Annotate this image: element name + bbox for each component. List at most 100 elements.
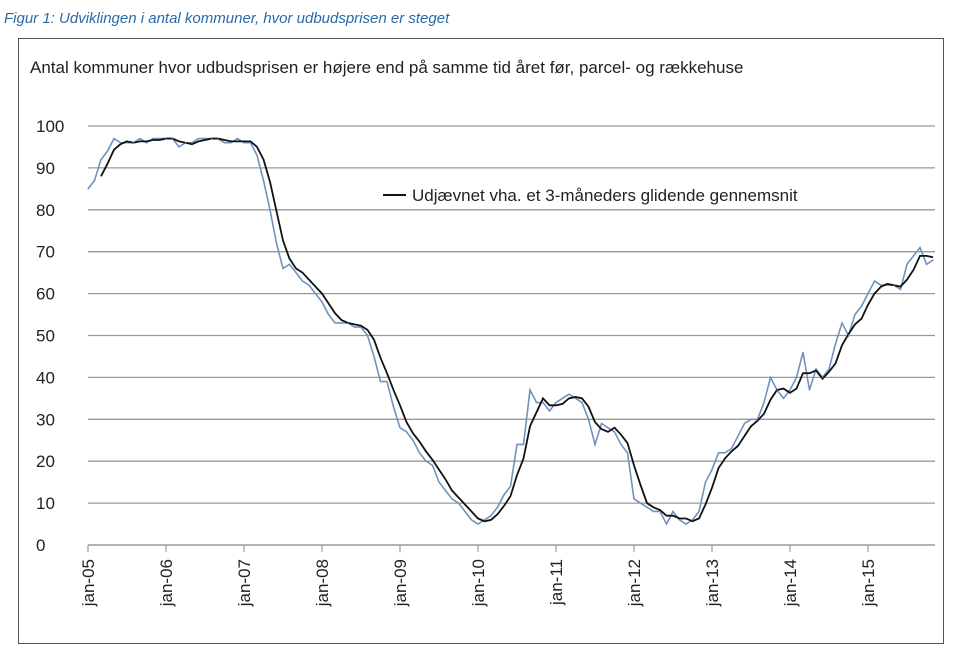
data-point xyxy=(171,137,174,140)
chart-title: Antal kommuner hvor udbudsprisen er høje… xyxy=(30,58,744,77)
data-point xyxy=(691,519,694,521)
data-point xyxy=(366,334,369,337)
data-point xyxy=(724,452,726,454)
y-tick-label: 10 xyxy=(36,494,55,513)
data-point xyxy=(243,142,245,144)
data-point xyxy=(704,481,707,483)
data-point xyxy=(834,343,837,345)
x-tick-label: jan-10 xyxy=(469,559,488,607)
data-point xyxy=(633,498,635,500)
data-point xyxy=(626,452,629,454)
x-tick-label: jan-08 xyxy=(313,559,332,607)
data-point xyxy=(256,154,258,156)
data-point xyxy=(184,142,187,144)
data-point xyxy=(295,272,297,274)
data-point xyxy=(607,427,609,429)
data-point xyxy=(496,506,499,508)
data-point xyxy=(568,393,570,395)
data-point xyxy=(191,142,193,144)
data-point xyxy=(574,397,577,399)
data-point xyxy=(847,334,850,337)
y-tick-label: 100 xyxy=(36,117,64,136)
y-tick-label: 30 xyxy=(36,410,55,429)
data-point xyxy=(197,137,200,140)
data-point xyxy=(860,305,863,307)
data-point xyxy=(750,418,752,420)
data-point xyxy=(386,380,388,383)
x-tick-label: jan-07 xyxy=(235,559,254,607)
data-point xyxy=(665,523,668,525)
data-point xyxy=(535,401,538,404)
data-point xyxy=(587,418,590,420)
data-point xyxy=(854,313,856,316)
x-tick-label: jan-12 xyxy=(625,559,644,607)
data-point xyxy=(87,188,89,190)
data-point xyxy=(93,179,96,182)
data-point xyxy=(711,468,713,471)
data-point xyxy=(763,401,765,404)
data-point xyxy=(672,510,674,513)
data-point xyxy=(925,263,928,265)
data-point xyxy=(600,422,603,425)
data-point xyxy=(379,380,382,383)
data-point xyxy=(646,506,648,508)
data-point xyxy=(269,209,271,211)
data-point xyxy=(808,389,811,391)
data-point xyxy=(158,137,161,140)
data-point xyxy=(438,481,440,483)
data-point xyxy=(308,284,310,286)
data-point xyxy=(451,498,453,500)
data-point xyxy=(132,142,135,144)
y-tick-label: 40 xyxy=(36,368,55,387)
data-point xyxy=(912,255,915,257)
data-point xyxy=(145,142,148,144)
data-point xyxy=(581,401,583,404)
data-point xyxy=(223,142,226,144)
data-point xyxy=(392,406,395,408)
legend: Udjævnet vha. et 3-måneders glidende gen… xyxy=(383,186,798,205)
data-point xyxy=(737,435,739,437)
data-point xyxy=(620,443,622,446)
data-point xyxy=(659,510,661,513)
data-point xyxy=(165,137,167,140)
data-point xyxy=(106,150,109,152)
data-point xyxy=(548,410,551,412)
data-point xyxy=(139,137,141,140)
data-point xyxy=(457,502,460,504)
data-point xyxy=(776,389,778,391)
data-point xyxy=(327,313,330,316)
data-point xyxy=(503,494,505,496)
x-tick-label: jan-13 xyxy=(703,559,722,607)
data-point xyxy=(594,443,596,446)
data-point xyxy=(789,389,791,391)
data-point xyxy=(412,439,414,441)
data-point xyxy=(321,301,323,303)
x-tick-label: jan-05 xyxy=(79,559,98,607)
x-tick-label: jan-15 xyxy=(859,559,878,607)
data-point xyxy=(639,502,642,504)
data-point xyxy=(210,137,213,140)
data-point xyxy=(249,142,252,144)
data-point xyxy=(561,397,564,399)
data-point xyxy=(886,284,889,286)
y-tick-label: 90 xyxy=(36,159,55,178)
data-point xyxy=(542,401,544,404)
data-point xyxy=(113,137,115,140)
data-point xyxy=(529,389,531,391)
data-point xyxy=(743,422,746,425)
data-point xyxy=(522,443,525,446)
data-point xyxy=(217,137,219,140)
data-point xyxy=(880,284,882,286)
data-point xyxy=(100,158,102,161)
data-point xyxy=(334,322,336,324)
data-point xyxy=(756,418,759,420)
data-point xyxy=(555,401,557,404)
data-point xyxy=(795,376,798,378)
data-point xyxy=(802,351,804,353)
data-point xyxy=(828,368,830,370)
data-point xyxy=(717,452,720,454)
figure-title: Figur 1: Udviklingen i antal kommuner, h… xyxy=(4,10,450,27)
data-point xyxy=(932,259,934,261)
data-point xyxy=(893,284,895,286)
